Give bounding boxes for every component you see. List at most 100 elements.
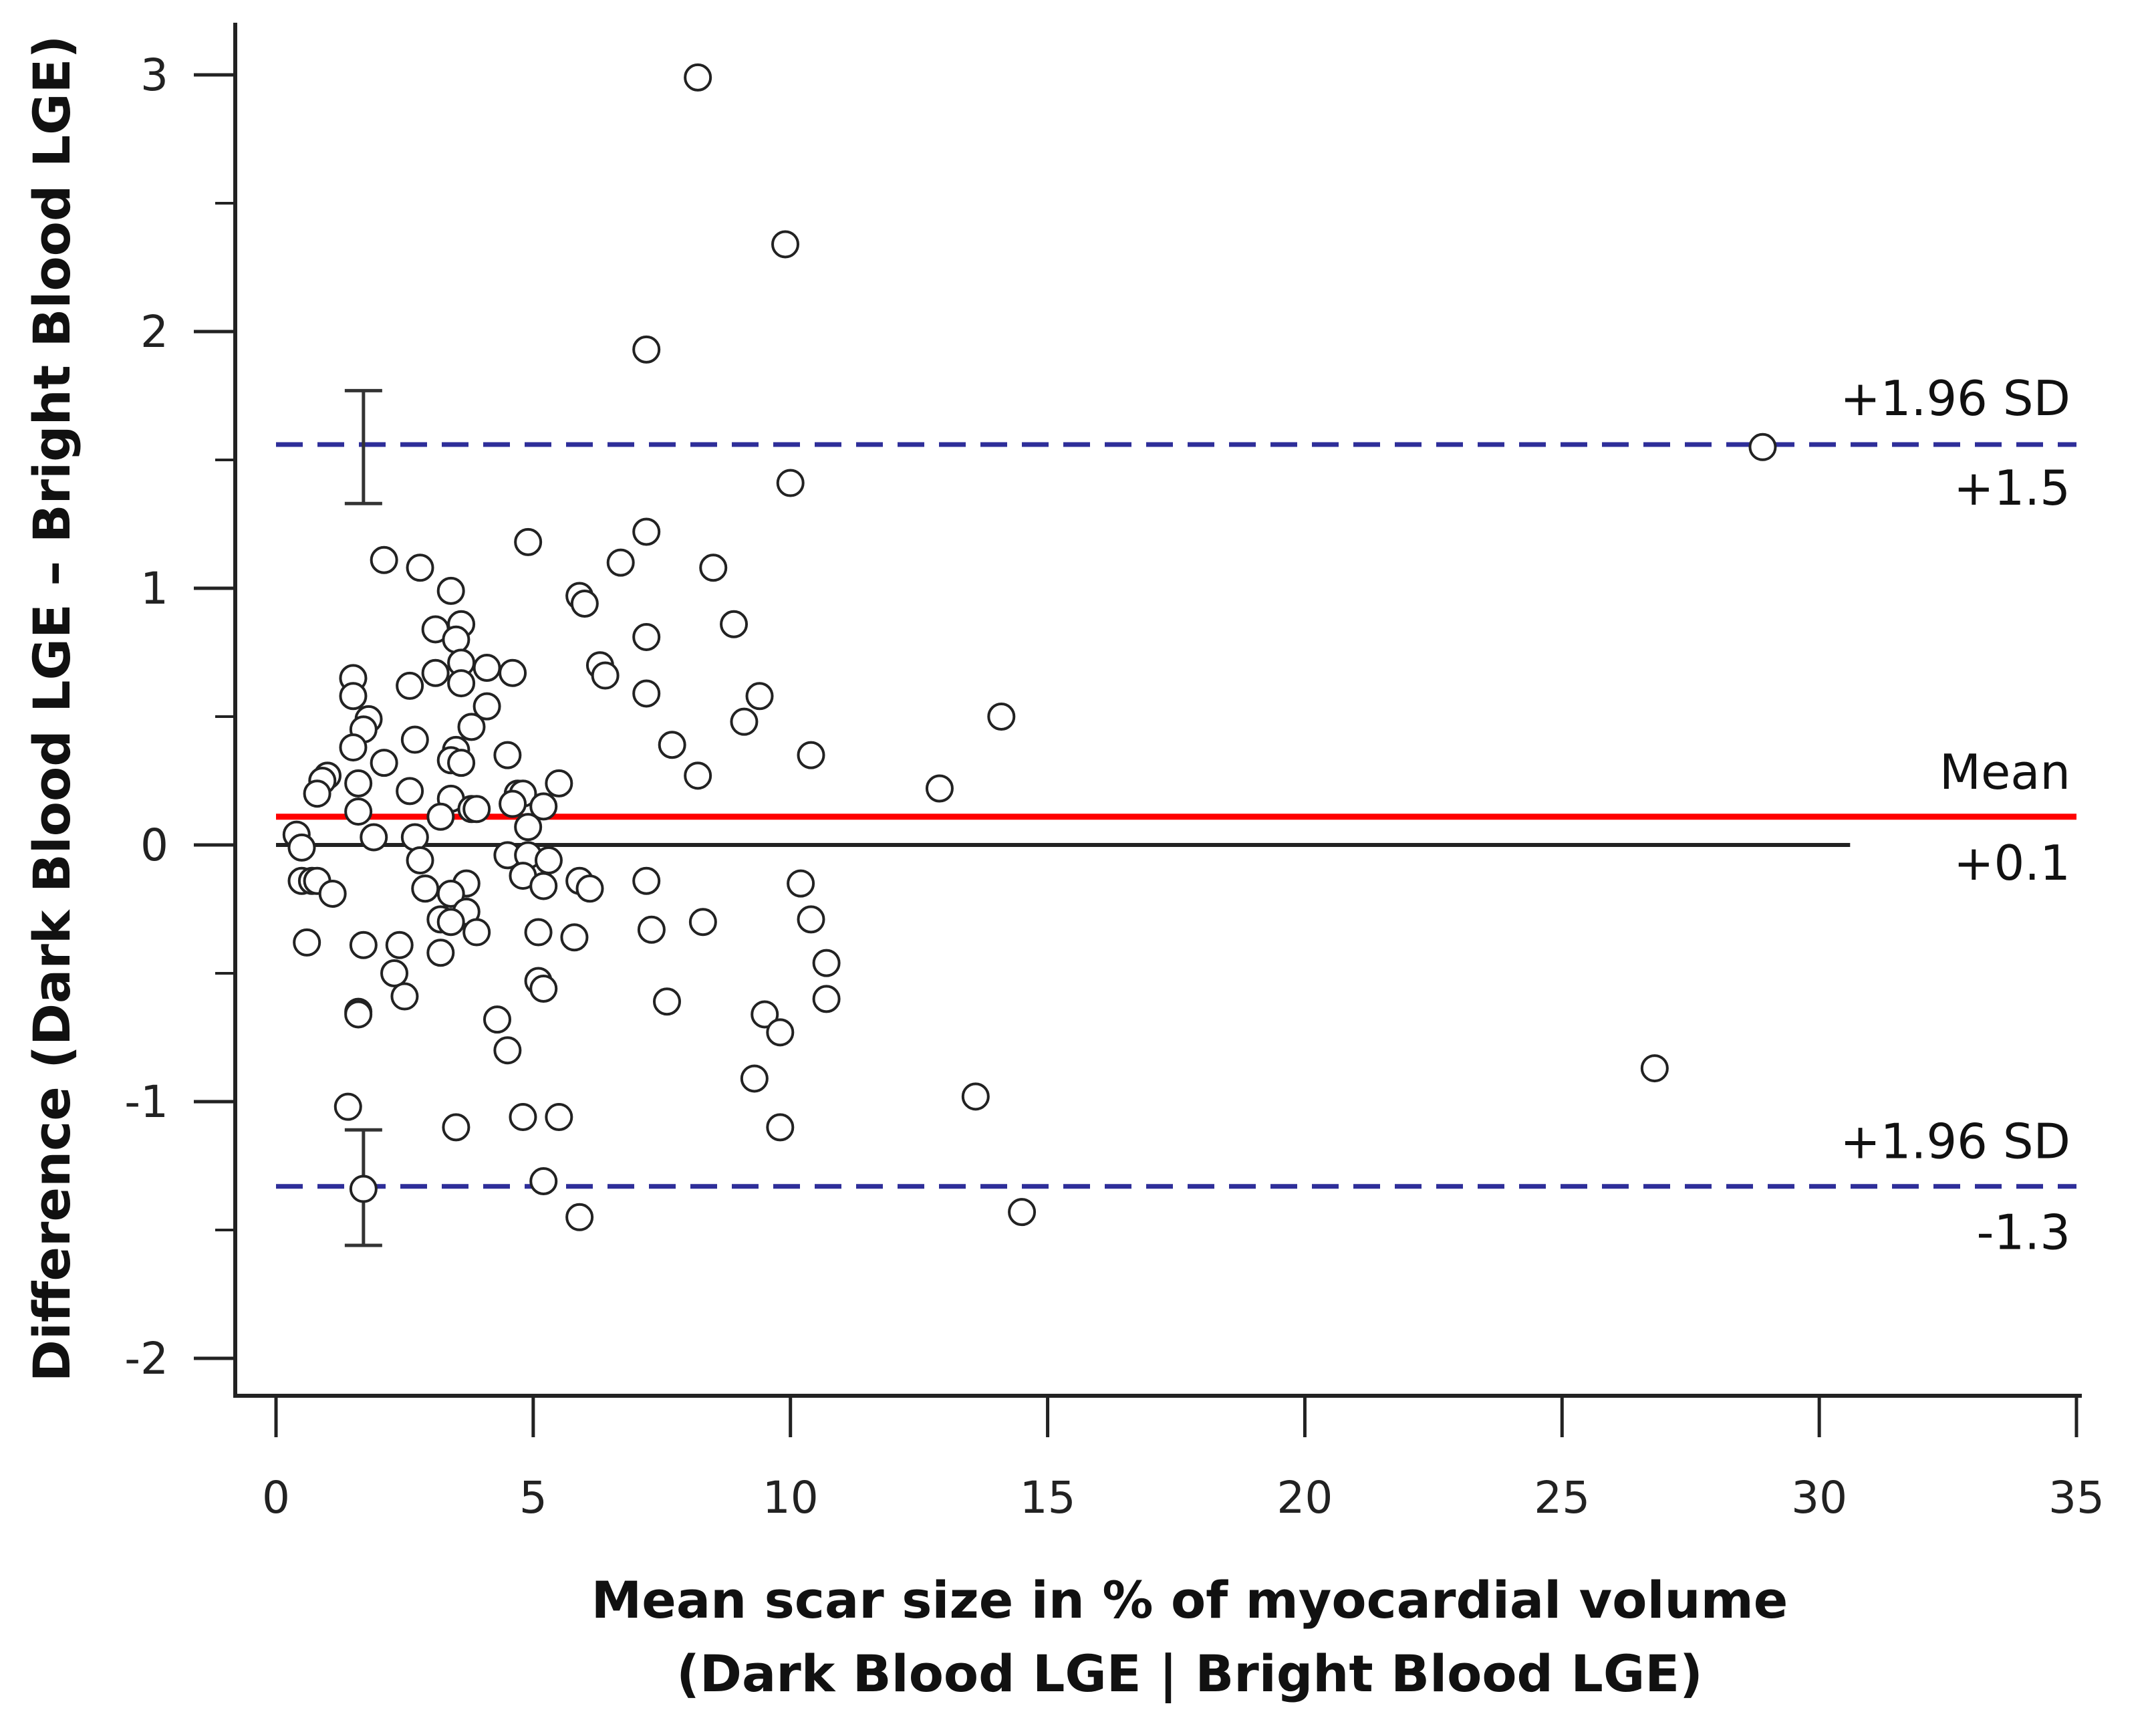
x-tick-label: 20 bbox=[1276, 1472, 1333, 1523]
data-point bbox=[287, 833, 316, 862]
data-point bbox=[745, 682, 774, 711]
data-point bbox=[632, 679, 661, 708]
data-point bbox=[344, 1000, 373, 1029]
data-point bbox=[699, 553, 728, 582]
x-tick-label: 5 bbox=[519, 1472, 547, 1523]
data-point bbox=[396, 777, 424, 806]
data-point bbox=[797, 741, 825, 769]
data-point bbox=[652, 987, 681, 1016]
lower-loa-value: -1.3 bbox=[1977, 1205, 2070, 1261]
x-axis-title-line-1: Mean scar size in % of myocardial volume bbox=[591, 1570, 1788, 1630]
data-point bbox=[529, 1167, 558, 1196]
data-point bbox=[591, 661, 620, 690]
data-point bbox=[545, 1103, 573, 1132]
data-points bbox=[282, 63, 1777, 1231]
x-tick-label: 25 bbox=[1534, 1472, 1590, 1523]
mean-label: Mean bbox=[1939, 744, 2070, 800]
y-tick-label: -1 bbox=[124, 1076, 168, 1128]
data-point bbox=[684, 761, 712, 790]
data-point bbox=[380, 959, 409, 987]
data-point bbox=[514, 527, 543, 556]
data-point bbox=[344, 797, 373, 826]
data-point bbox=[560, 923, 589, 952]
data-point bbox=[370, 749, 398, 777]
data-point bbox=[370, 545, 398, 574]
data-point bbox=[400, 725, 429, 754]
y-tick-label: 0 bbox=[140, 820, 168, 871]
x-tick-label: 0 bbox=[262, 1472, 290, 1523]
data-point bbox=[766, 1018, 795, 1047]
data-point bbox=[390, 982, 419, 1011]
data-point bbox=[303, 779, 331, 808]
data-point bbox=[565, 1203, 594, 1231]
data-point bbox=[575, 874, 604, 903]
data-point bbox=[632, 517, 661, 546]
data-point bbox=[411, 874, 440, 903]
data-point bbox=[524, 918, 553, 947]
data-point bbox=[658, 731, 686, 759]
data-point bbox=[812, 985, 841, 1013]
y-tick-label: 2 bbox=[140, 306, 168, 358]
lower-loa-label: +1.96 SD bbox=[1840, 1114, 2070, 1170]
data-point bbox=[684, 63, 712, 92]
data-point bbox=[534, 846, 563, 875]
upper-loa-value: +1.5 bbox=[1953, 460, 2070, 516]
data-point bbox=[385, 931, 414, 959]
data-point bbox=[493, 1036, 522, 1065]
y-ticks: -2 -1 0 1 2 3 bbox=[124, 49, 235, 1384]
x-ticks: 0 5 10 15 20 25 30 35 bbox=[262, 1396, 2105, 1523]
data-point bbox=[396, 671, 424, 700]
data-point bbox=[720, 610, 749, 638]
data-point bbox=[293, 928, 321, 957]
data-point bbox=[400, 823, 429, 852]
data-point bbox=[514, 813, 543, 842]
data-point bbox=[442, 1113, 470, 1142]
data-point bbox=[426, 939, 455, 967]
data-point bbox=[442, 625, 470, 654]
data-point bbox=[349, 1175, 378, 1203]
data-point bbox=[462, 795, 491, 824]
data-point bbox=[776, 469, 805, 497]
data-point bbox=[406, 846, 434, 875]
upper-loa-confidence-interval bbox=[344, 388, 382, 505]
data-point bbox=[545, 769, 573, 797]
data-point bbox=[751, 1000, 779, 1029]
data-point bbox=[339, 733, 368, 762]
data-point bbox=[349, 931, 378, 959]
data-point bbox=[570, 590, 599, 618]
data-point bbox=[436, 576, 465, 605]
data-point bbox=[406, 553, 434, 582]
data-point bbox=[688, 908, 717, 937]
data-point bbox=[483, 1005, 511, 1034]
data-point bbox=[426, 802, 455, 831]
data-point bbox=[787, 869, 815, 898]
data-point bbox=[1748, 433, 1777, 461]
upper-loa-label: +1.96 SD bbox=[1840, 370, 2070, 426]
x-tick-label: 35 bbox=[2048, 1472, 2105, 1523]
data-point bbox=[961, 1082, 990, 1111]
data-point bbox=[606, 548, 635, 577]
data-point bbox=[447, 749, 476, 777]
data-point bbox=[529, 975, 558, 1003]
data-point bbox=[632, 622, 661, 651]
data-point bbox=[529, 872, 558, 900]
data-point bbox=[421, 658, 450, 687]
x-tick-label: 30 bbox=[1791, 1472, 1847, 1523]
mean-value: +0.1 bbox=[1953, 835, 2070, 891]
y-tick-label: 1 bbox=[140, 563, 168, 614]
data-point bbox=[771, 230, 800, 259]
data-point bbox=[447, 669, 476, 698]
data-point bbox=[987, 703, 1016, 731]
data-point bbox=[632, 866, 661, 895]
data-point bbox=[457, 713, 486, 741]
data-point bbox=[473, 654, 501, 683]
y-axis-title: Difference (Dark Blood LGE – Bright Bloo… bbox=[22, 35, 82, 1382]
data-point bbox=[1640, 1054, 1669, 1083]
data-point bbox=[766, 1113, 795, 1142]
data-point bbox=[462, 918, 491, 947]
data-point bbox=[812, 949, 841, 977]
x-tick-label: 10 bbox=[763, 1472, 819, 1523]
data-point bbox=[797, 905, 825, 934]
data-point bbox=[339, 682, 368, 711]
